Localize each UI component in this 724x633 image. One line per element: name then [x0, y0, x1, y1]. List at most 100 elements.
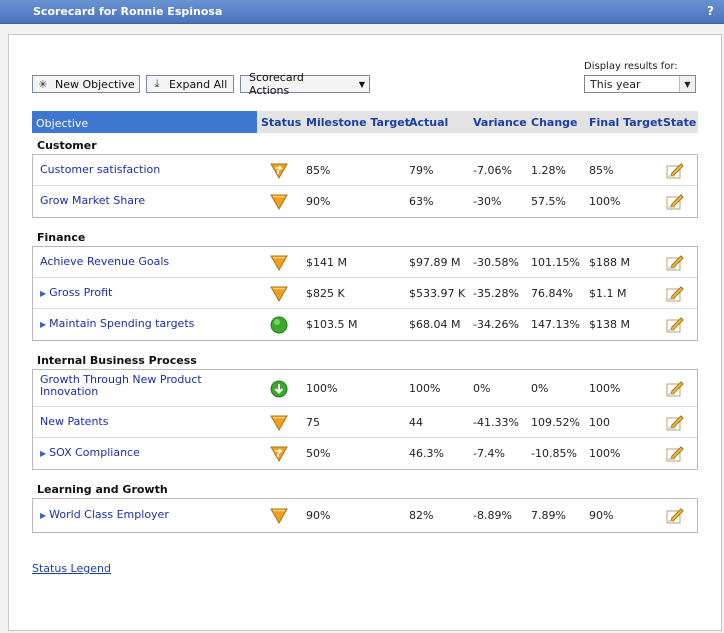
expand-arrow-icon[interactable]: ▶ [40, 320, 47, 329]
variance-cell: 0% [473, 382, 491, 395]
column-actual[interactable]: Actual [409, 116, 449, 129]
column-milestone-target[interactable]: Milestone Target [306, 116, 410, 129]
objective-link[interactable]: ▶ SOX Compliance [40, 447, 140, 460]
edit-note-icon[interactable] [665, 193, 685, 211]
change-cell: 76.84% [531, 287, 573, 300]
milestone-target-cell: 75 [306, 416, 320, 429]
milestone-target-cell: 85% [306, 164, 331, 177]
change-cell: 0% [531, 382, 549, 395]
help-button[interactable]: ? [707, 4, 714, 18]
objective-name: World Class Employer [49, 508, 169, 521]
change-cell: 57.5% [531, 195, 566, 208]
objective-link[interactable]: ▶ Maintain Spending targets [40, 318, 194, 331]
objective-link[interactable]: Achieve Revenue Goals [40, 256, 169, 268]
table-row[interactable]: ▶ Gross Profit $825 K $533.97 K -35.28% 76.84… [33, 278, 697, 309]
edit-note-icon[interactable] [665, 254, 685, 272]
change-cell: 101.15% [531, 256, 580, 269]
final-target-cell: 100% [589, 447, 621, 460]
objective-link[interactable]: Customer satisfaction [40, 164, 160, 176]
change-cell: 7.89% [531, 509, 566, 522]
table-row[interactable]: Customer satisfaction 85% 79% -7.06% 1.28% 85… [33, 155, 697, 186]
period-select-value: This year [590, 77, 641, 91]
variance-cell: -7.06% [473, 164, 512, 177]
chevron-down-icon: ▼ [679, 76, 695, 92]
final-target-cell: $138 M [589, 318, 630, 331]
edit-note-icon[interactable] [665, 316, 685, 334]
objective-link[interactable]: New Patents [40, 416, 108, 428]
table-row[interactable]: Grow Market Share 90% 63% -30% 57.5% 100% [33, 186, 697, 217]
objective-name: Growth Through New Product [40, 373, 202, 386]
table-row[interactable]: New Patents 75 44 -41.33% 109.52% 100 [33, 407, 697, 438]
warning-down-icon [270, 254, 288, 272]
table-row[interactable]: Achieve Revenue Goals $141 M $97.89 M -30.5… [33, 247, 697, 278]
variance-cell: -8.89% [473, 509, 512, 522]
edit-note-icon[interactable] [665, 445, 685, 463]
milestone-target-cell: 90% [306, 195, 331, 208]
window-titlebar: Scorecard for Ronnie Espinosa ? [0, 0, 724, 24]
table-row[interactable]: ▶ World Class Employer 90% 82% -8.89% 7.89% 90… [33, 499, 697, 532]
edit-note-icon[interactable] [665, 162, 685, 180]
column-final-target[interactable]: Final Target [589, 116, 663, 129]
column-status[interactable]: Status [261, 116, 302, 129]
actual-cell: 79% [409, 164, 434, 177]
actual-cell: 82% [409, 509, 434, 522]
table-row[interactable]: ▶ Maintain Spending targets $103.5 M $68.04… [33, 309, 697, 340]
group-title: Customer [37, 139, 97, 152]
status-legend-link[interactable]: Status Legend [32, 562, 111, 575]
table-row[interactable]: ▶ SOX Compliance 50% 46.3% -7.4% -10.85% 100% [33, 438, 697, 469]
warning-down-icon [270, 285, 288, 303]
final-target-cell: 100% [589, 382, 621, 395]
completed-down-arrow-icon [270, 380, 288, 398]
new-objective-label: New Objective [55, 77, 135, 91]
objective-name: Grow Market Share [40, 194, 146, 207]
new-objective-button[interactable]: ✳ New Objective [32, 75, 140, 93]
objective-link[interactable]: Grow Market Share [40, 195, 145, 207]
edit-note-icon[interactable] [665, 507, 685, 525]
actual-cell: 63% [409, 195, 434, 208]
on-track-circle-icon [270, 316, 288, 334]
objective-name: Achieve Revenue Goals [40, 255, 170, 268]
final-target-cell: 100 [589, 416, 610, 429]
actual-cell: $97.89 M [409, 256, 461, 269]
final-target-cell: 100% [589, 195, 621, 208]
expand-all-button[interactable]: ⤓ Expand All [146, 75, 234, 93]
column-change[interactable]: Change [531, 116, 578, 129]
warning-arrow-icon [270, 162, 288, 180]
window-title: Scorecard for Ronnie Espinosa [33, 5, 223, 18]
final-target-cell: 85% [589, 164, 614, 177]
group-title: Internal Business Process [37, 354, 197, 367]
objective-link[interactable]: ▶ Gross Profit [40, 287, 112, 300]
change-cell: 1.28% [531, 164, 566, 177]
column-objective[interactable]: Objective [32, 111, 257, 133]
objective-link[interactable]: Growth Through New Product Innovation [40, 374, 202, 398]
warning-down-icon [270, 193, 288, 211]
column-variance[interactable]: Variance [473, 116, 527, 129]
scorecard-actions-label: Scorecard Actions [249, 71, 304, 97]
milestone-target-cell: $825 K [306, 287, 345, 300]
milestone-target-cell: $141 M [306, 256, 347, 269]
scorecard-actions-menu[interactable]: Scorecard Actions ▼ [240, 71, 370, 97]
table-row[interactable]: Growth Through New Product Innovation 100%… [33, 370, 697, 407]
variance-cell: -35.28% [473, 287, 519, 300]
objective-link[interactable]: ▶ World Class Employer [40, 509, 169, 522]
objective-name: Maintain Spending targets [49, 317, 195, 330]
actual-cell: 44 [409, 416, 423, 429]
actual-cell: 100% [409, 382, 441, 395]
expand-arrow-icon[interactable]: ▶ [40, 289, 47, 298]
period-select[interactable]: This year ▼ [584, 75, 696, 93]
edit-note-icon[interactable] [665, 285, 685, 303]
group-title: Finance [37, 231, 86, 244]
actual-cell: $533.97 K [409, 287, 466, 300]
edit-note-icon[interactable] [665, 380, 685, 398]
expand-all-label: Expand All [169, 77, 228, 91]
edit-note-icon[interactable] [665, 414, 685, 432]
actual-cell: 46.3% [409, 447, 444, 460]
expand-down-icon: ⤓ [154, 77, 160, 90]
column-state[interactable]: State [663, 116, 697, 129]
sparkle-icon: ✳ [38, 77, 48, 91]
warning-arrow-icon [270, 445, 288, 463]
expand-arrow-icon[interactable]: ▶ [40, 511, 47, 520]
milestone-target-cell: 50% [306, 447, 331, 460]
warning-down-icon [270, 507, 288, 525]
expand-arrow-icon[interactable]: ▶ [40, 449, 47, 458]
